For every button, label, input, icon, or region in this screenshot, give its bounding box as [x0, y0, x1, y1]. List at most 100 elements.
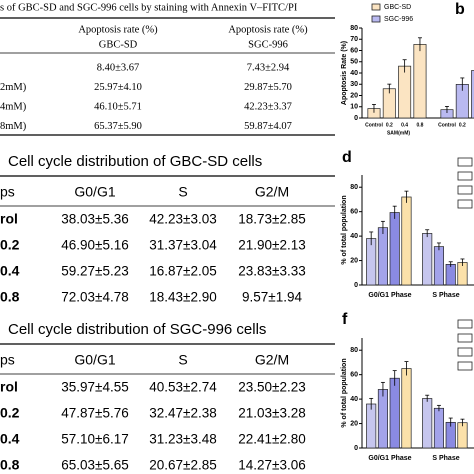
cell: 25.97±4.10	[94, 82, 142, 93]
row-label: 0.2	[0, 237, 20, 253]
column-header: G0/G1	[74, 184, 115, 200]
cell: 20.67±2.85	[149, 458, 216, 473]
bar	[457, 422, 468, 449]
legend-swatch	[457, 171, 473, 181]
cell: 16.87±2.05	[149, 264, 216, 279]
legend-swatch	[371, 3, 381, 11]
y-tick-label: 0	[354, 445, 358, 452]
panel-label: d	[342, 149, 352, 166]
y-tick-label: 10	[350, 104, 358, 111]
x-tick-label: G0/G1 Phase	[368, 292, 411, 299]
x-tick-label: 0.2	[459, 122, 466, 128]
bar	[422, 398, 433, 449]
cell: 18.73±2.85	[238, 212, 305, 227]
y-tick-label: 60	[350, 47, 358, 54]
cell: 7.43±2.94	[247, 62, 290, 73]
bar	[377, 389, 388, 449]
y-axis-label: Apoptosis Rate (%)	[341, 41, 348, 105]
bar	[433, 246, 444, 286]
row-label: 4mM)	[0, 101, 27, 112]
cell: 57.10±6.17	[61, 432, 128, 447]
bar	[413, 44, 427, 119]
cell: 59.27±5.23	[61, 264, 128, 279]
column-header: S	[178, 184, 187, 200]
bar	[398, 65, 412, 119]
cell: 14.27±3.06	[238, 458, 305, 473]
cell: 21.03±3.28	[238, 406, 305, 421]
table-title: s of GBC-SD and SGC-996 cells by stainin…	[0, 2, 298, 13]
x-tick-label: 0.4	[401, 122, 408, 128]
bar	[389, 377, 400, 449]
x-tick-label: Control	[438, 122, 456, 128]
column-header: ps	[0, 184, 15, 200]
bar	[401, 196, 412, 286]
y-tick-label: 0	[354, 115, 358, 122]
x-axis-label: SAM(mM)	[387, 130, 410, 136]
cell: 40.53±2.74	[149, 380, 217, 395]
column-header: ps	[0, 352, 15, 368]
x-tick-label: S Phase	[432, 292, 459, 299]
row-label: 0.8	[0, 289, 20, 305]
column-subheader: SGC-996	[248, 39, 288, 50]
cell: 23.83±3.33	[238, 264, 305, 279]
column-header: G2/M	[255, 184, 289, 200]
cell: 38.03±5.36	[61, 212, 128, 227]
bar	[471, 70, 474, 119]
cell: 65.03±5.65	[61, 458, 128, 473]
cell: 35.97±4.55	[61, 380, 128, 395]
column-header: G0/G1	[74, 352, 115, 368]
x-tick-label: 0.8	[416, 122, 423, 128]
x-tick-label: Control	[365, 122, 383, 128]
cell: 32.47±2.38	[149, 406, 216, 421]
cell: 23.50±2.23	[238, 380, 305, 395]
y-tick-label: 20	[350, 420, 358, 427]
x-tick-label: 0.2	[386, 122, 393, 128]
legend-label: GBC-SD	[384, 4, 411, 11]
y-axis-label: % of total population	[341, 195, 348, 264]
legend-swatch	[457, 347, 473, 357]
legend-swatch	[457, 185, 473, 195]
cell: 31.37±3.04	[149, 238, 217, 253]
y-tick-label: 30	[350, 81, 358, 88]
cell: 46.90±5.16	[61, 238, 128, 253]
cell: 9.57±1.94	[242, 290, 302, 305]
legend-swatch	[457, 199, 473, 209]
row-label: 0.4	[0, 263, 20, 279]
cell: 31.23±3.48	[149, 432, 216, 447]
column-header: S	[178, 352, 187, 368]
cell: 21.90±2.13	[238, 238, 305, 253]
column-header: G2/M	[255, 352, 289, 368]
y-tick-label: 80	[350, 25, 358, 32]
legend-swatch	[371, 15, 381, 23]
cell: 72.03±4.78	[61, 290, 128, 305]
row-label: 8mM)	[0, 121, 27, 132]
row-label: rol	[0, 211, 18, 227]
row-label: 2mM)	[0, 82, 27, 93]
y-tick-label: 60	[350, 209, 358, 216]
cell: 29.87±5.70	[244, 82, 292, 93]
legend-swatch	[457, 319, 473, 329]
row-label: 0.4	[0, 431, 20, 447]
table-title: Cell cycle distribution of SGC-996 cells	[8, 321, 266, 338]
bar	[366, 238, 377, 286]
panel-label: f	[342, 311, 348, 328]
y-tick-label: 40	[350, 396, 358, 403]
table-title: Cell cycle distribution of GBC-SD cells	[8, 153, 262, 170]
bar	[445, 263, 456, 286]
cell: 59.87±4.07	[244, 121, 292, 132]
bar	[422, 233, 433, 286]
cell: 42.23±3.37	[244, 101, 292, 112]
row-label: rol	[0, 379, 18, 395]
cell: 42.23±3.03	[149, 212, 216, 227]
y-tick-label: 60	[350, 372, 358, 379]
row-label: 0.2	[0, 405, 20, 421]
x-tick-label: G0/G1 Phase	[368, 455, 411, 462]
cell: 18.43±2.90	[149, 290, 216, 305]
bar	[433, 407, 444, 449]
bar	[389, 212, 400, 286]
y-tick-label: 70	[350, 36, 358, 43]
legend-swatch	[457, 157, 473, 167]
y-tick-label: 20	[350, 92, 358, 99]
bar	[401, 368, 412, 449]
